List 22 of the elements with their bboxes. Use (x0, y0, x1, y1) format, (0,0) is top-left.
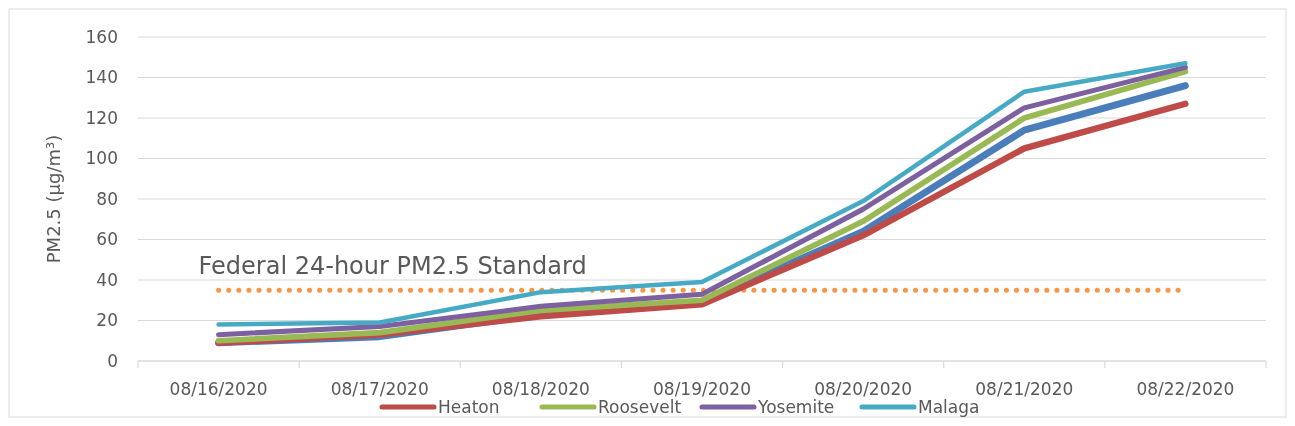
y-tick-label: 140 (85, 67, 118, 88)
y-axis-title: PM2.5 (µg/m³) (43, 134, 64, 264)
y-tick-label: 160 (85, 26, 118, 47)
x-tick-label: 08/20/2020 (814, 379, 913, 399)
y-tick-label: 0 (107, 350, 118, 371)
y-tick-label: 120 (85, 107, 118, 128)
x-tick-label: 08/21/2020 (975, 379, 1074, 399)
ref-line-label: Federal 24-hour PM2.5 Standard (198, 252, 587, 281)
y-tick-label: 60 (96, 229, 118, 250)
legend-label: Roosevelt (598, 397, 682, 417)
x-tick-label: 08/17/2020 (330, 379, 429, 399)
x-tick-label: 08/18/2020 (491, 379, 590, 399)
y-tick-label: 40 (96, 269, 118, 290)
x-tick-label: 08/22/2020 (1136, 379, 1235, 399)
legend-label: Malaga (918, 397, 980, 417)
y-tick-label: 20 (96, 310, 118, 331)
legend-label: Heaton (438, 397, 500, 417)
y-tick-label: 100 (85, 148, 118, 169)
x-tick-label: 08/16/2020 (169, 379, 268, 399)
legend-label: Yosemite (757, 397, 835, 417)
x-tick-label: 08/19/2020 (653, 379, 751, 399)
y-tick-label: 80 (96, 188, 118, 209)
